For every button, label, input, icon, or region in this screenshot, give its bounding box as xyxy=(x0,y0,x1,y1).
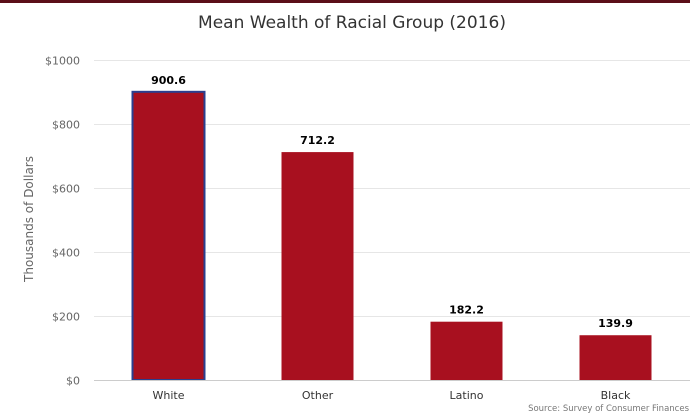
chart-title: Mean Wealth of Racial Group (2016) xyxy=(198,13,506,33)
source-note: Source: Survey of Consumer Finances xyxy=(528,404,689,414)
data-label: 900.6 xyxy=(151,74,186,87)
data-label: 712.2 xyxy=(300,134,335,147)
top-border xyxy=(0,0,690,3)
x-tick-label: Other xyxy=(302,389,334,402)
x-tick-label: Latino xyxy=(450,389,484,402)
bar-white xyxy=(131,90,206,381)
x-axis-ticks: White Other Latino Black xyxy=(153,389,632,402)
bar-black xyxy=(579,335,652,380)
y-tick-label: $600 xyxy=(52,183,80,196)
data-label: 182.2 xyxy=(449,304,484,317)
y-tick-label: $1000 xyxy=(45,55,80,68)
y-tick-label: $200 xyxy=(52,311,80,324)
data-labels: 900.6 712.2 182.2 139.9 xyxy=(151,74,633,330)
y-tick-label: $0 xyxy=(66,375,80,388)
x-tick-label: White xyxy=(153,389,185,402)
y-axis-label: Thousands of Dollars xyxy=(22,156,36,283)
y-tick-label: $400 xyxy=(52,247,80,260)
y-tick-label: $800 xyxy=(52,119,80,132)
bar-latino xyxy=(430,321,503,380)
bars xyxy=(131,90,652,381)
bar-other xyxy=(281,152,354,380)
y-axis-ticks: $0 $200 $400 $600 $800 $1000 xyxy=(45,55,80,388)
x-tick-label: Black xyxy=(601,389,631,402)
data-label: 139.9 xyxy=(598,317,633,330)
